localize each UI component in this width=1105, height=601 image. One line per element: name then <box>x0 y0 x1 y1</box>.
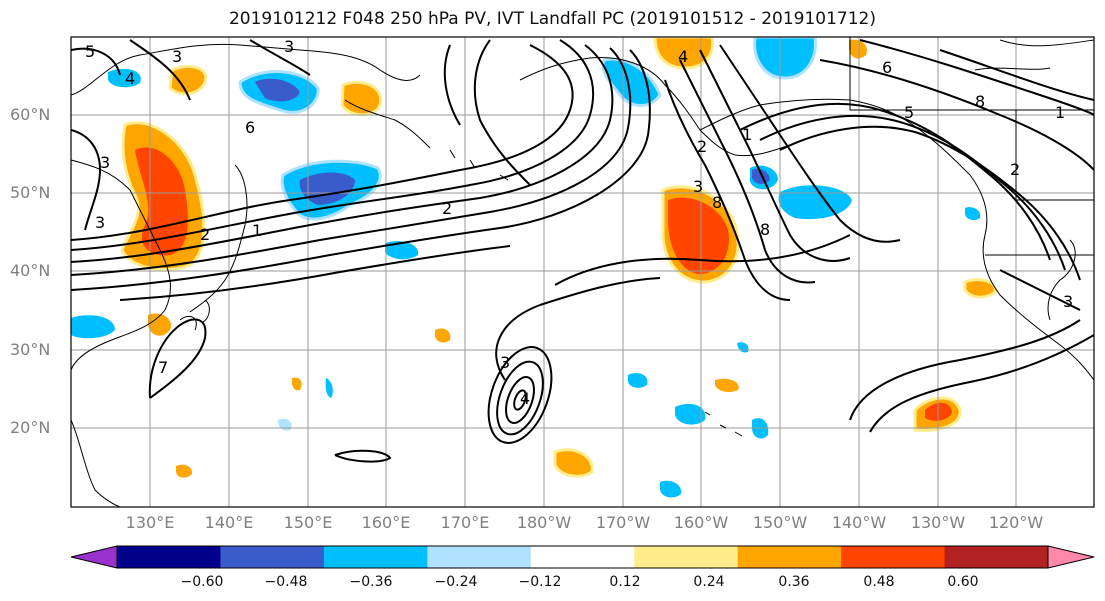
colorbar-tick-label: −0.24 <box>434 574 478 590</box>
colorbar-low-extend <box>70 545 118 569</box>
contour-label: 2 <box>442 199 452 218</box>
contour-label: 3 <box>500 353 510 372</box>
colorbar-high-extend <box>1047 545 1095 569</box>
lon-label: 160°W <box>673 513 729 532</box>
contour-label: 5 <box>904 103 914 122</box>
map-frame <box>70 36 1095 508</box>
colorbar <box>70 545 1095 569</box>
lon-label: 130°E <box>125 513 175 532</box>
contour-label: 4 <box>520 389 530 408</box>
colorbar-segment <box>530 546 635 568</box>
lon-label: 140°W <box>831 513 887 532</box>
lon-label: 140°E <box>204 513 254 532</box>
colorbar-segment <box>427 546 532 568</box>
contour-label: 2 <box>697 137 707 156</box>
colorbar-tick-label: 0.12 <box>609 574 641 590</box>
lon-label: 120°W <box>988 513 1044 532</box>
lat-label-50n: 50°N <box>10 183 51 202</box>
colorbar-tick-label: −0.60 <box>180 574 224 590</box>
lat-label-40n: 40°N <box>10 261 51 280</box>
contour-label: 7 <box>158 358 168 377</box>
colorbar-segment <box>323 546 428 568</box>
contour-label: 3 <box>284 37 294 56</box>
colorbar-tick-label: 0.48 <box>863 574 895 590</box>
lat-label-60n: 60°N <box>10 105 51 124</box>
pv-contours <box>71 39 1094 463</box>
lon-label: 150°E <box>283 513 333 532</box>
colorbar-segments <box>117 546 1049 568</box>
colorbar-segment <box>737 546 842 568</box>
contour-label: 3 <box>172 47 182 66</box>
contour-label: 6 <box>245 118 255 137</box>
lon-label: 170°W <box>595 513 651 532</box>
lat-label-30n: 30°N <box>10 340 51 359</box>
contour-label: 8 <box>712 193 722 212</box>
colorbar-tick-label: 0.36 <box>778 574 810 590</box>
contour-label: 1 <box>742 125 752 144</box>
contour-label: 4 <box>678 47 688 66</box>
contour-label: 1 <box>252 221 262 240</box>
colorbar-tick-label: −0.36 <box>349 574 393 590</box>
lon-label: 180°W <box>516 513 572 532</box>
colorbar-tick-label: 0.60 <box>947 574 979 590</box>
contour-label: 3 <box>693 177 703 196</box>
contour-label: 1 <box>1055 103 1065 122</box>
colorbar-tick-label: −0.12 <box>518 574 562 590</box>
colorbar-segment <box>220 546 325 568</box>
colorbar-segment <box>117 546 221 568</box>
colorbar-segment <box>634 546 739 568</box>
contour-label: 2 <box>1010 160 1020 179</box>
contour-label: 6 <box>882 58 892 77</box>
contour-label: 3 <box>95 213 105 232</box>
colorbar-segment <box>841 546 946 568</box>
contour-labels: 5 3 3 4 6 3 2 3 1 2 4 2 1 3 8 6 5 8 8 2 … <box>85 37 1073 408</box>
contour-label: 8 <box>975 92 985 111</box>
lon-label: 170°E <box>440 513 490 532</box>
contour-label: 5 <box>85 42 95 61</box>
lon-label: 150°W <box>752 513 808 532</box>
colorbar-tick-label: 0.24 <box>693 574 725 590</box>
contour-label: 3 <box>100 153 110 172</box>
lat-label-20n: 20°N <box>10 418 51 437</box>
contour-label: 3 <box>1063 292 1073 311</box>
lon-label: 160°E <box>361 513 411 532</box>
lon-label: 130°W <box>910 513 966 532</box>
contour-label: 4 <box>125 69 135 88</box>
contour-label: 2 <box>200 225 210 244</box>
map-title: 2019101212 F048 250 hPa PV, IVT Landfall… <box>228 9 876 29</box>
colorbar-tick-label: −0.48 <box>264 574 308 590</box>
contour-label: 8 <box>760 220 770 239</box>
colorbar-segment <box>944 546 1049 568</box>
colorbar-frame <box>116 545 1049 569</box>
